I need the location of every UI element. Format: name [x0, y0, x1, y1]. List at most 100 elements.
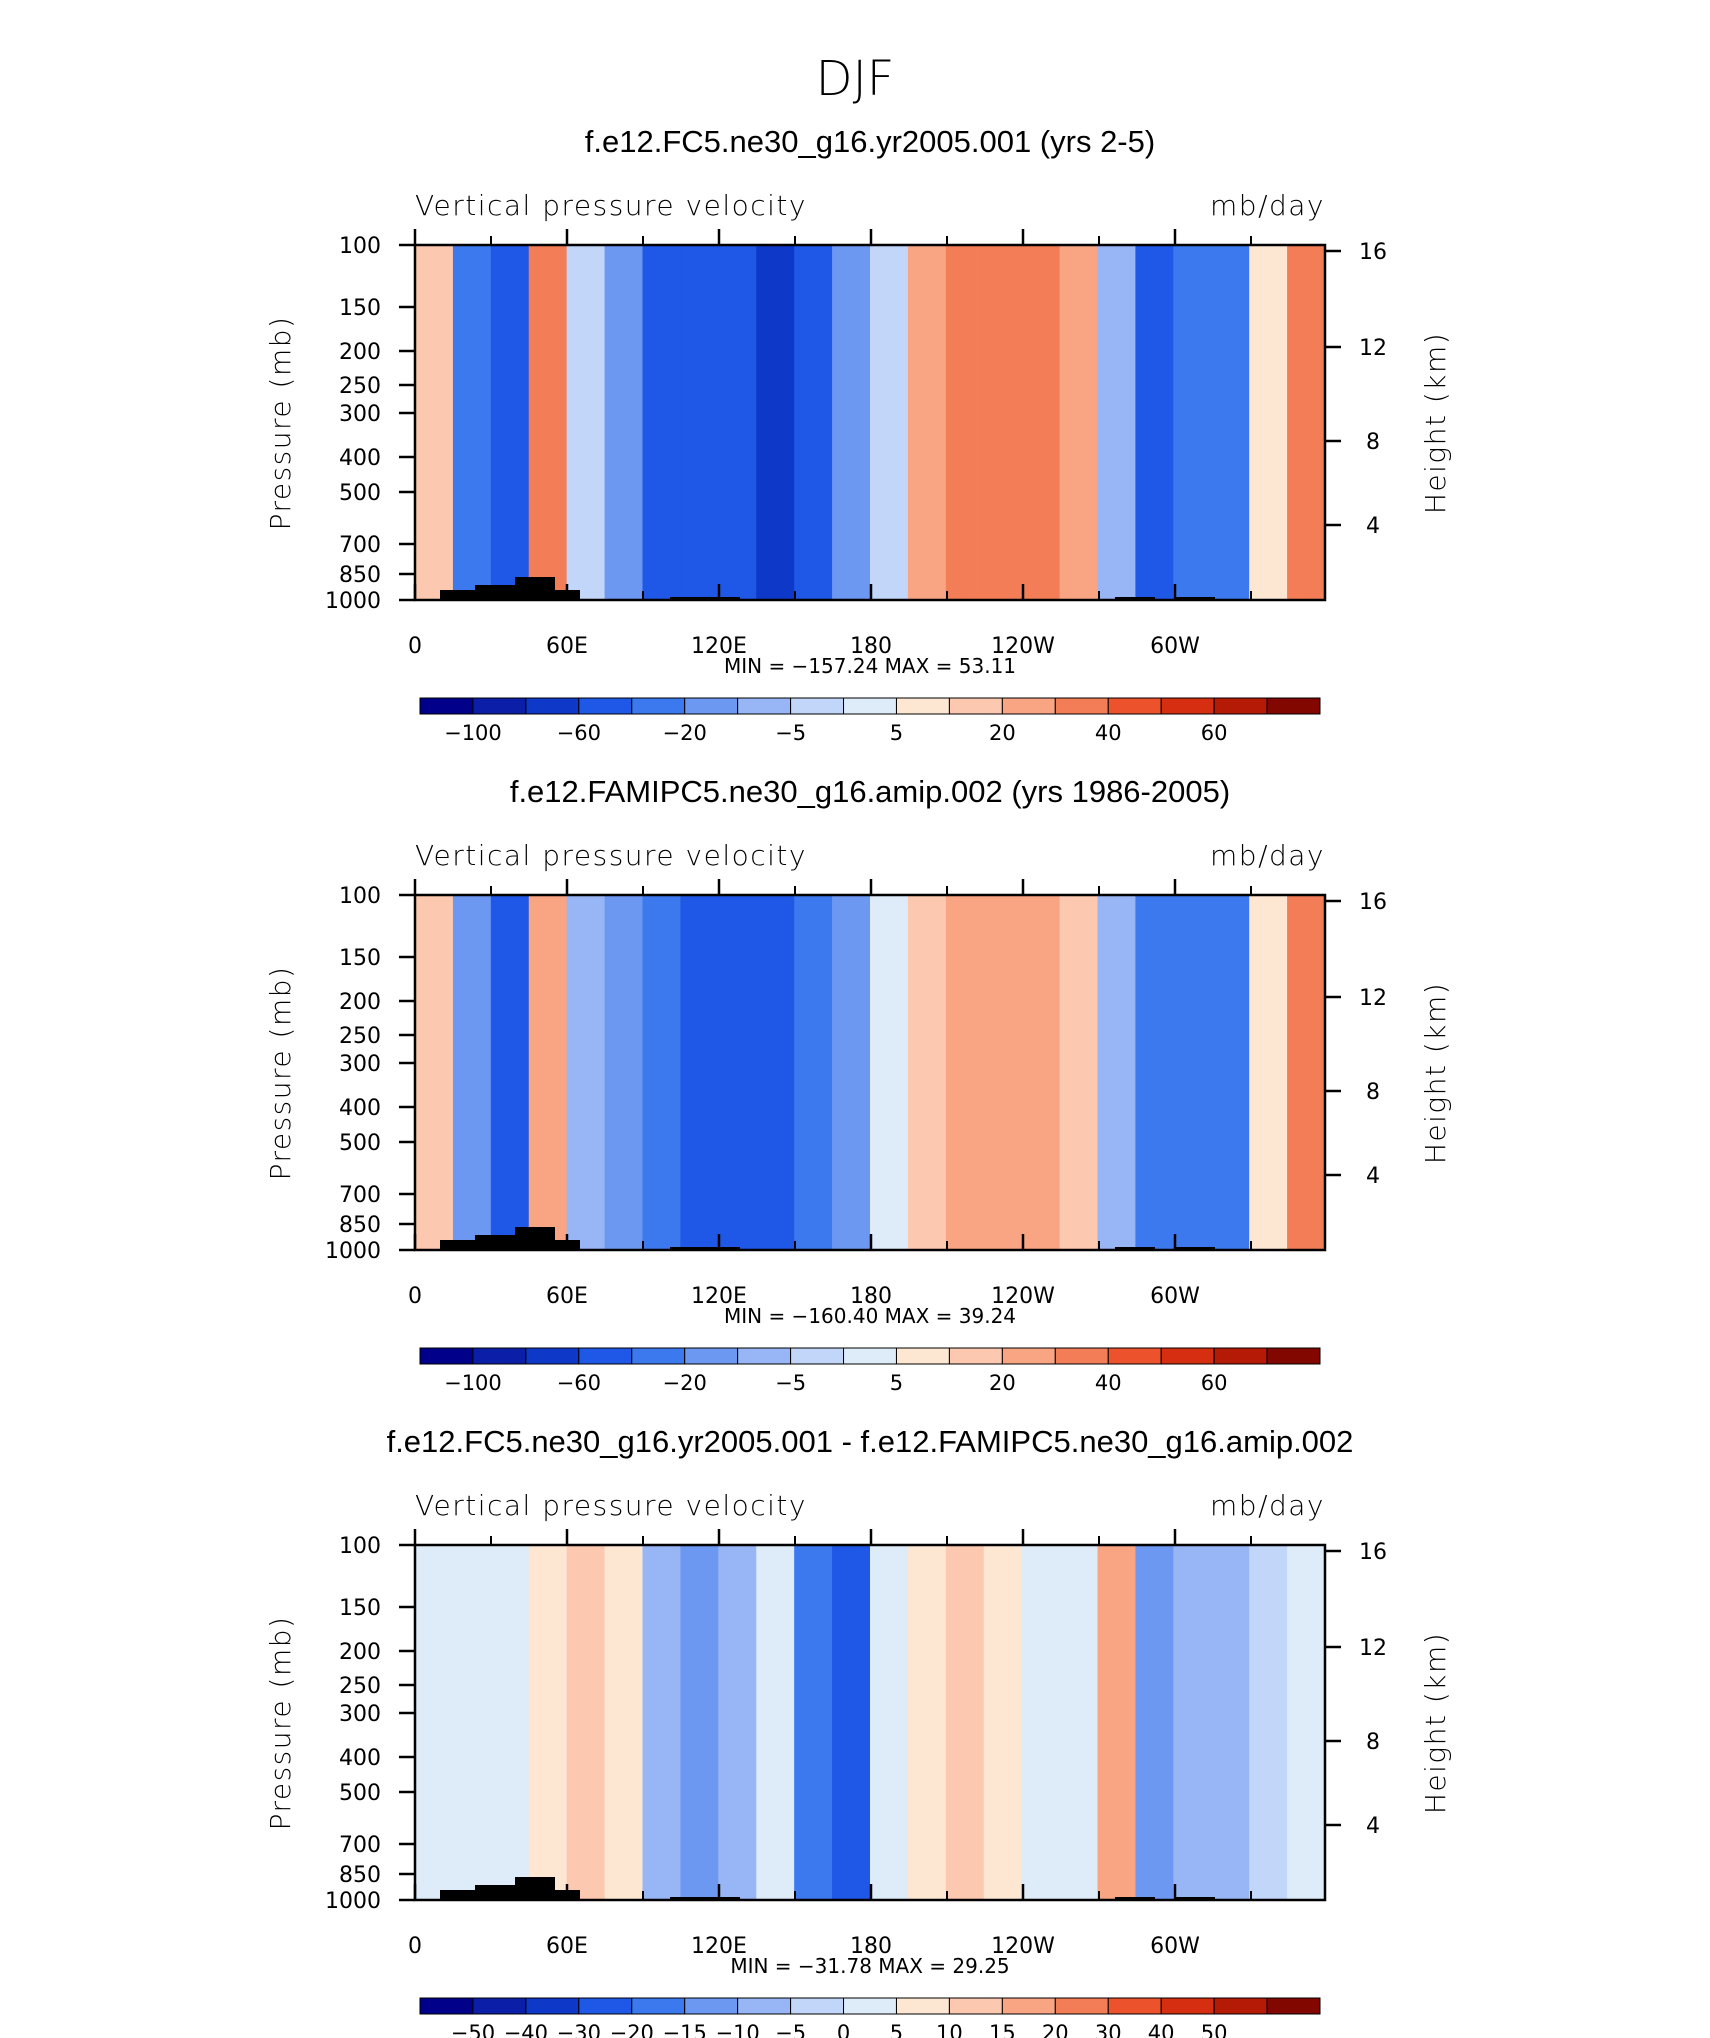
data-column: [490, 895, 530, 1250]
data-column: [415, 895, 454, 1250]
colorbar-label: −100: [444, 721, 502, 745]
y-tick-label: 100: [339, 234, 381, 259]
data-column: [983, 1545, 1023, 1900]
colorbar-label: 20: [989, 1371, 1016, 1395]
data-column: [983, 895, 1023, 1250]
y-right-tick-label: 8: [1366, 430, 1380, 455]
y-tick-label: 1000: [325, 1239, 381, 1264]
colorbar-swatch: [419, 1997, 474, 2015]
colorbar-label: 10: [936, 2021, 963, 2038]
data-column: [832, 895, 871, 1250]
y-axis-label: Pressure (mb): [264, 316, 297, 531]
x-tick-label: 60W: [1150, 634, 1200, 659]
y-tick-label: 200: [339, 340, 381, 365]
y-right-axis-label: Height (km): [1419, 1632, 1452, 1814]
colorbar-label: −10: [715, 2021, 759, 2038]
y-tick-label: 1000: [325, 1889, 381, 1914]
data-column: [1287, 895, 1326, 1250]
data-column: [680, 895, 719, 1250]
colorbar-swatch: [1107, 1997, 1162, 2015]
orography-mark: [1175, 1247, 1215, 1250]
x-tick-label: 60E: [546, 1284, 588, 1309]
colorbar-swatch: [578, 697, 633, 715]
x-tick-label: 180: [850, 1934, 892, 1959]
data-column: [756, 1545, 795, 1900]
data-column: [1173, 1545, 1212, 1900]
y-tick-label: 300: [339, 402, 381, 427]
y-tick-label: 400: [339, 1746, 381, 1771]
colorbar-swatch: [419, 1347, 474, 1365]
colorbar-swatch: [790, 1347, 845, 1365]
data-column: [1135, 245, 1174, 600]
data-column: [870, 1545, 909, 1900]
x-tick-label: 60E: [546, 1934, 588, 1959]
panels: f.e12.FC5.ne30_g16.yr2005.001 (yrs 2-5) V…: [264, 124, 1452, 2038]
orography-mark: [475, 1235, 515, 1250]
colorbar-label: −30: [557, 2021, 601, 2038]
x-tick-label: 120E: [691, 634, 747, 659]
orography-mark: [475, 1885, 515, 1900]
data-column: [870, 245, 909, 600]
colorbar-label: −60: [557, 721, 601, 745]
x-tick-label: 0: [408, 1934, 422, 1959]
colorbar-swatch: [1107, 1347, 1162, 1365]
data-column: [832, 1545, 871, 1900]
colorbar-label: 40: [1095, 721, 1122, 745]
data-column: [1059, 895, 1099, 1250]
colorbar-swatch: [948, 1347, 1003, 1365]
data-column: [756, 895, 795, 1250]
orography-mark: [1115, 1897, 1155, 1900]
data-column: [1135, 1545, 1174, 1900]
data-column: [1211, 895, 1250, 1250]
y-axis-label: Pressure (mb): [264, 966, 297, 1181]
y-tick-label: 400: [339, 1096, 381, 1121]
data-column: [1211, 245, 1250, 600]
data-column: [794, 1545, 833, 1900]
y-right-tick-label: 12: [1359, 1636, 1387, 1661]
data-column: [907, 895, 947, 1250]
data-column: [945, 895, 985, 1250]
y-right-tick-label: 4: [1366, 514, 1380, 539]
x-tick-label: 120W: [991, 1284, 1055, 1309]
y-right-tick-label: 16: [1359, 240, 1387, 265]
y-tick-label: 700: [339, 1183, 381, 1208]
colorbar-swatch: [1001, 1997, 1056, 2015]
data-column: [870, 895, 909, 1250]
x-tick-label: 180: [850, 634, 892, 659]
y-right-axis-label: Height (km): [1419, 332, 1452, 514]
colorbar-swatch: [895, 1347, 950, 1365]
data-column: [604, 895, 644, 1250]
colorbar-swatch: [1213, 1997, 1268, 2015]
data-column: [528, 895, 568, 1250]
colorbar-label: 40: [1148, 2021, 1175, 2038]
data-column: [907, 1545, 947, 1900]
y-tick-label: 200: [339, 990, 381, 1015]
figure-title: DJF: [816, 51, 895, 107]
colorbar-swatch: [1266, 697, 1321, 715]
data-column: [452, 245, 492, 600]
x-tick-label: 60W: [1150, 1934, 1200, 1959]
y-tick-label: 150: [339, 296, 381, 321]
orography-mark: [545, 1890, 580, 1900]
x-tick-label: 60W: [1150, 1284, 1200, 1309]
colorbar-label: −60: [557, 1371, 601, 1395]
colorbar-label: −5: [775, 2021, 806, 2038]
colorbar-swatch: [578, 1997, 633, 2015]
y-tick-label: 500: [339, 481, 381, 506]
data-column: [1021, 245, 1061, 600]
colorbar-label: 40: [1095, 1371, 1122, 1395]
y-tick-label: 250: [339, 1674, 381, 1699]
y-tick-label: 850: [339, 1213, 381, 1238]
colorbar-swatch: [472, 1347, 527, 1365]
y-right-tick-label: 8: [1366, 1080, 1380, 1105]
data-column: [566, 245, 606, 600]
colorbar-swatch: [684, 1997, 739, 2015]
colorbar-swatch: [472, 697, 527, 715]
colorbar-swatch: [631, 1997, 686, 2015]
data-column: [604, 245, 644, 600]
x-tick-label: 120W: [991, 634, 1055, 659]
min-max-stats: MIN = −31.78 MAX = 29.25: [730, 1954, 1009, 1978]
colorbar-swatch: [1001, 697, 1056, 715]
chart-panel-1: f.e12.FC5.ne30_g16.yr2005.001 (yrs 2-5) V…: [264, 124, 1452, 745]
colorbar-swatch: [631, 1347, 686, 1365]
